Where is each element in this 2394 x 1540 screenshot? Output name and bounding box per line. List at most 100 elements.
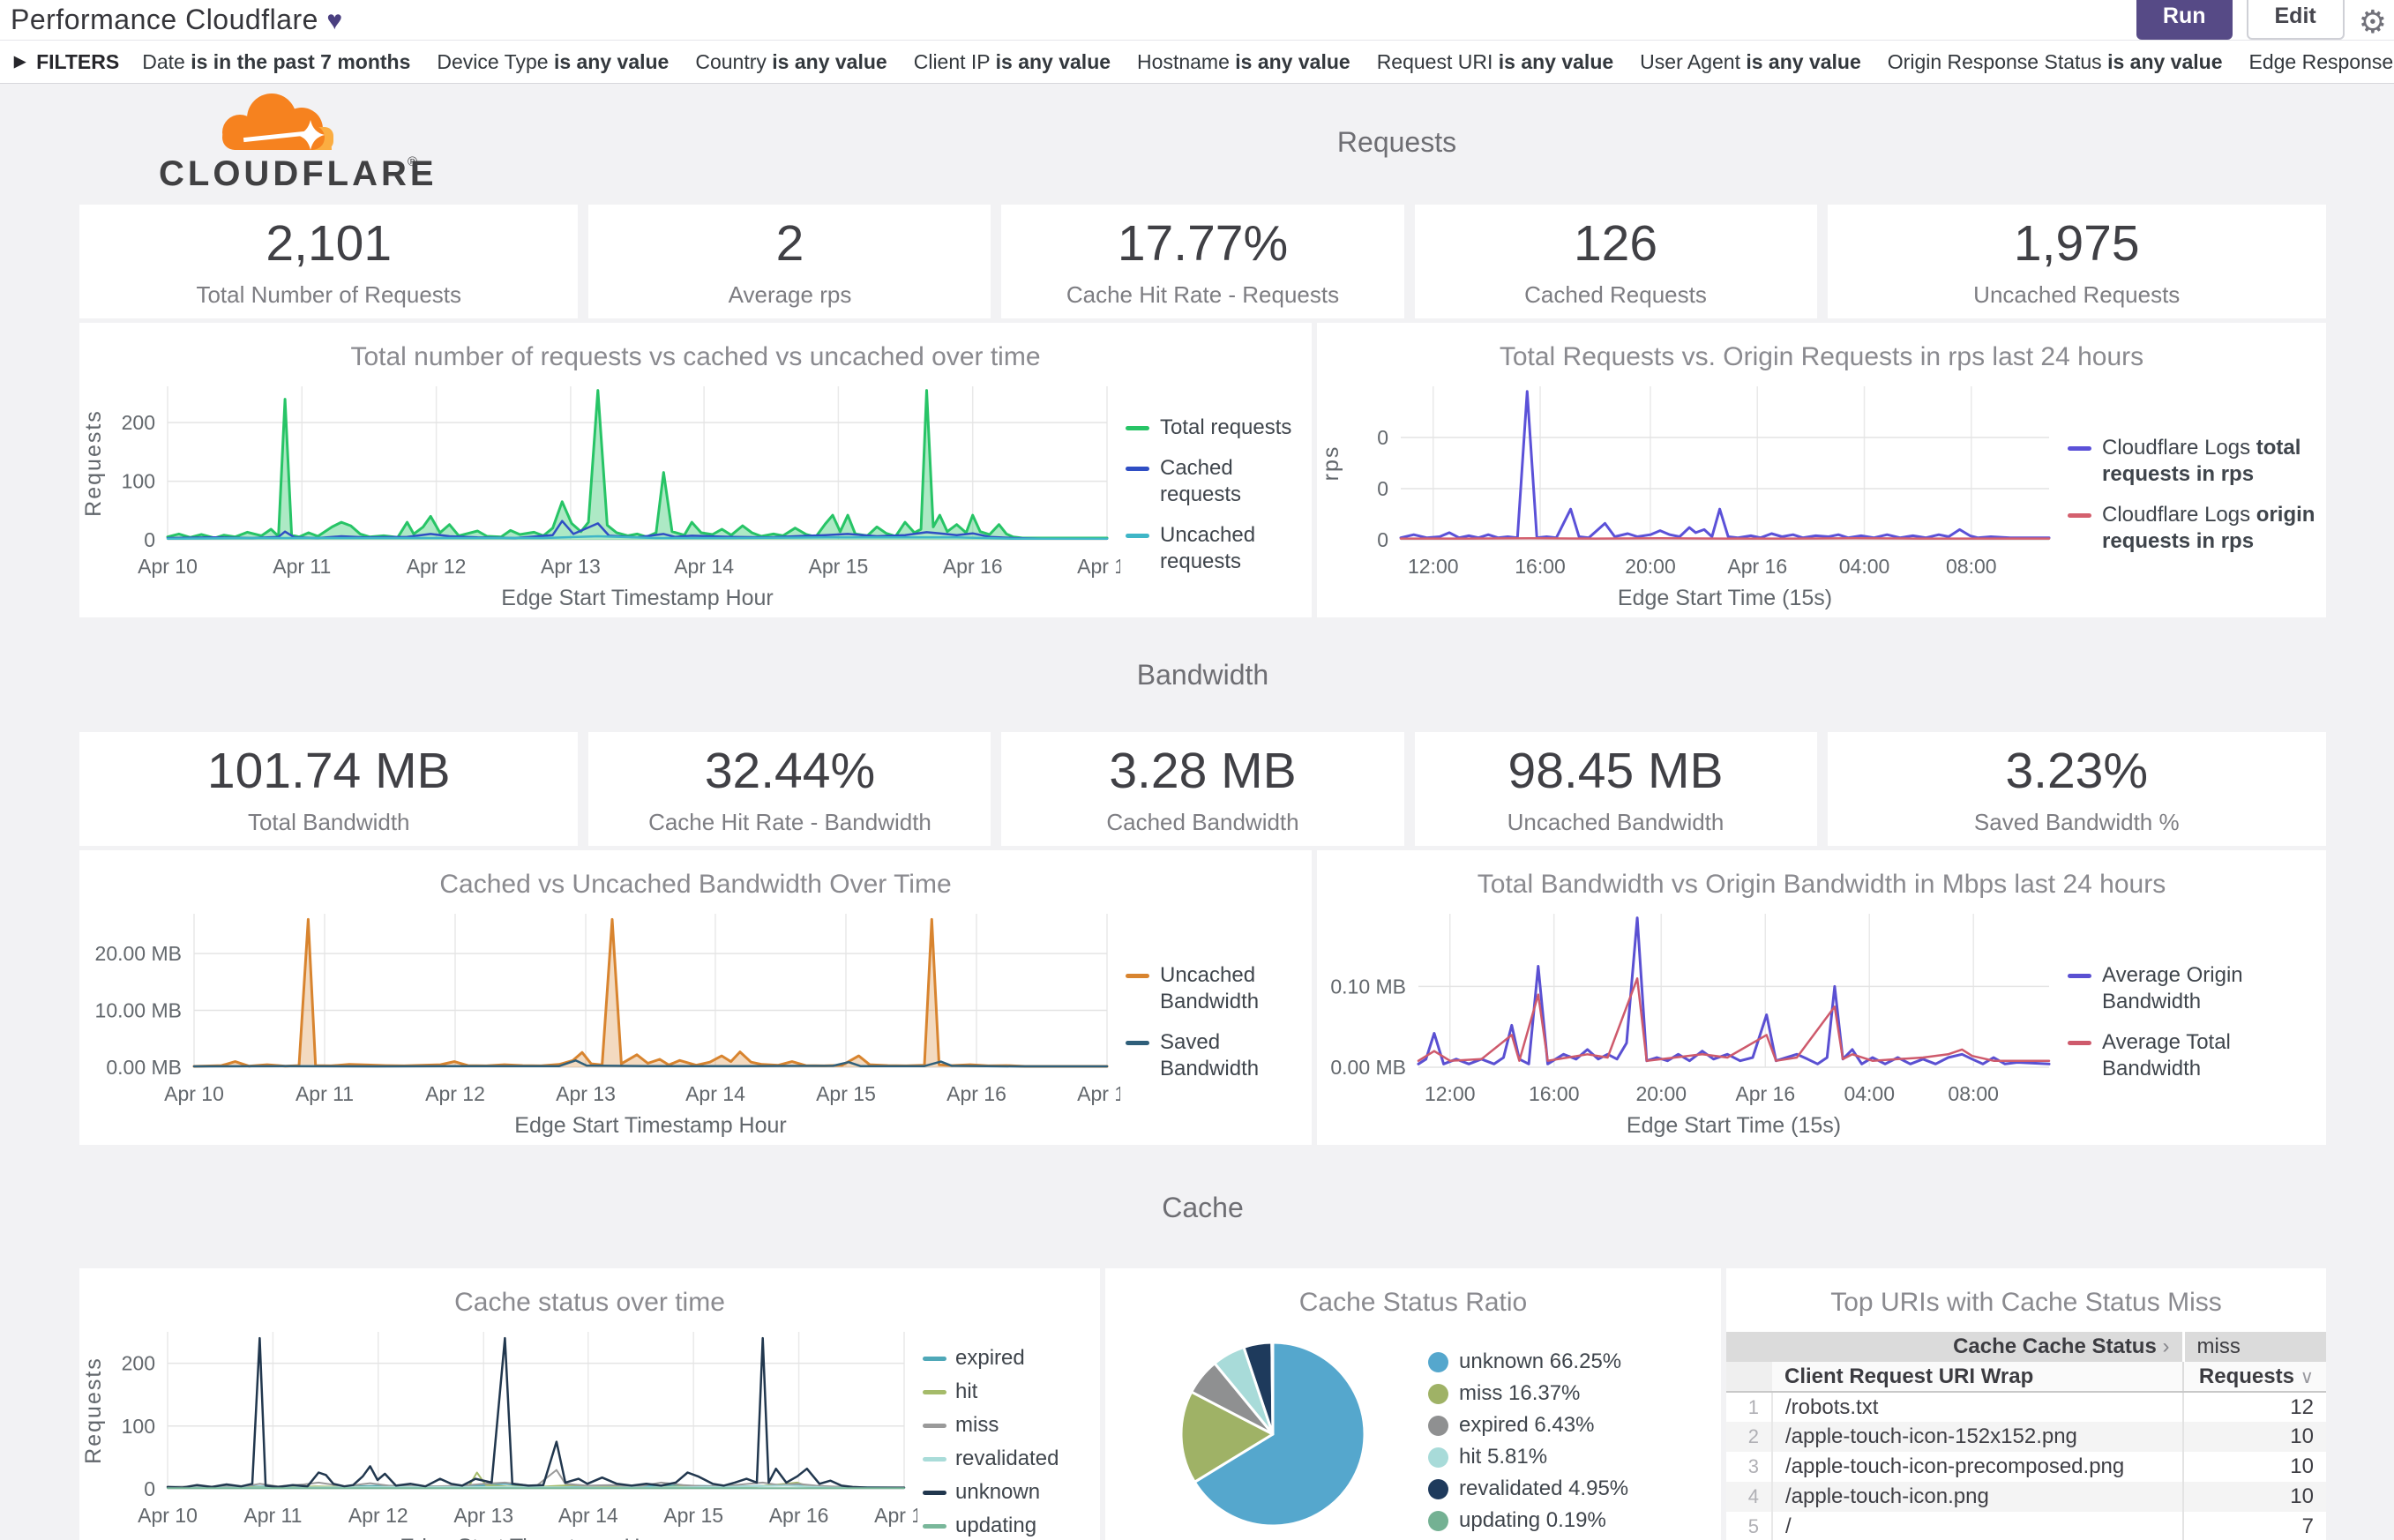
legend-item[interactable]: Cloudflare Logs origin requests in rps [2068, 502, 2326, 555]
filter-chip-user-agent[interactable]: User Agent is any value [1640, 49, 1861, 73]
legend-item[interactable]: updating [923, 1513, 1059, 1539]
kpi-uncached-bandwidth: 98.45 MB Uncached Bandwidth [1414, 732, 1817, 846]
page-title: Performance Cloudflare ♥ [11, 4, 343, 35]
svg-text:0: 0 [144, 528, 155, 551]
legend-item[interactable]: unknown 66.25% [1428, 1349, 1628, 1375]
legend-item[interactable]: Total requests [1126, 415, 1312, 441]
svg-text:16:00: 16:00 [1529, 1082, 1580, 1105]
pivot-header[interactable]: Cache Cache Status › [1726, 1332, 2183, 1362]
filters-toggle[interactable]: ▶ FILTERS [14, 49, 120, 73]
filter-chip-country[interactable]: Country is any value [695, 49, 887, 73]
chart-title: Total number of requests vs cached vs un… [350, 342, 1041, 371]
kpi-cache-hit-rate-requests: 17.77% Cache Hit Rate - Requests [1001, 205, 1404, 318]
pivot-value: miss [2181, 1332, 2326, 1362]
table-row[interactable]: 2/apple-touch-icon-152x152.png 10 [1726, 1422, 2326, 1452]
legend-item[interactable]: Average Total Bandwidth [2068, 1029, 2326, 1082]
top-uris-table: Cache Cache Status › miss Client Request… [1726, 1332, 2326, 1540]
svg-text:12:00: 12:00 [1425, 1082, 1476, 1105]
cloudflare-logo: CLOUDFLARE ® [79, 86, 468, 198]
kpi-average-rps: 2 Average rps [588, 205, 991, 318]
legend-item[interactable]: Uncached Bandwidth [1126, 962, 1312, 1015]
chart-legend: unknown 66.25% miss 16.37% expired 6.43% hi… [1423, 1349, 1628, 1534]
svg-text:20.00 MB: 20.00 MB [95, 942, 182, 965]
chart-legend: Average Origin Bandwidth Average Total Ba… [2062, 962, 2326, 1082]
svg-text:Edge Start Time (15s): Edge Start Time (15s) [1618, 586, 1832, 610]
legend-item[interactable]: expired [923, 1345, 1059, 1372]
kpi-cache-hit-rate-bandwidth: 32.44% Cache Hit Rate - Bandwidth [588, 732, 991, 846]
legend-item[interactable]: Saved Bandwidth [1126, 1029, 1312, 1082]
filter-chip-request-uri[interactable]: Request URI is any value [1376, 49, 1614, 73]
svg-text:Apr 17: Apr 17 [1077, 1082, 1120, 1105]
gear-icon[interactable]: ⚙ [2358, 4, 2387, 40]
chart-legend: Cloudflare Logs total requests in rps Clo… [2062, 435, 2326, 555]
svg-text:Apr 11: Apr 11 [243, 1504, 302, 1527]
edit-button[interactable]: Edit [2246, 0, 2345, 40]
svg-text:Apr 15: Apr 15 [809, 555, 869, 578]
svg-text:Edge Start Timestamp Hour: Edge Start Timestamp Hour [400, 1535, 671, 1540]
chart-legend: expired hit miss revalidated unknown updating [917, 1345, 1059, 1539]
svg-text:rps: rps [1319, 445, 1343, 482]
legend-item[interactable]: unknown [923, 1479, 1059, 1506]
legend-item[interactable]: expired 6.43% [1428, 1412, 1628, 1439]
filter-chip-edge-response-status[interactable]: Edge Response Status is any value [2248, 49, 2394, 73]
svg-text:0: 0 [1377, 477, 1388, 500]
legend-item[interactable]: revalidated 4.95% [1428, 1476, 1628, 1502]
legend-item[interactable]: miss 16.37% [1428, 1380, 1628, 1407]
legend-item[interactable]: Cloudflare Logs total requests in rps [2068, 435, 2326, 488]
svg-text:Edge Start Timestamp Hour: Edge Start Timestamp Hour [501, 586, 773, 610]
table-row[interactable]: 3/apple-touch-icon-precomposed.png 10 [1726, 1452, 2326, 1482]
chart-card-cache-status-ratio: Cache Status Ratio unknown 66.25% miss 16… [1105, 1268, 1721, 1540]
svg-text:08:00: 08:00 [1946, 555, 1997, 578]
legend-item[interactable]: hit 5.81% [1428, 1444, 1628, 1470]
legend-item[interactable]: Cached requests [1126, 455, 1312, 508]
chart-card-requests-over-time: Total number of requests vs cached vs un… [79, 323, 1312, 617]
rps-24h-chart[interactable]: 12:00 16:00 20:00 Apr 16 04:00 08:00 0 0 0 Edge S… [1317, 374, 2062, 615]
svg-text:Apr 13: Apr 13 [453, 1504, 513, 1527]
legend-item[interactable]: updating 0.19% [1428, 1507, 1628, 1534]
bandwidth-24h-chart[interactable]: 12:00 16:00 20:00 Apr 16 04:00 08:00 0.00 MB 0.… [1317, 901, 2062, 1142]
svg-text:Apr 17: Apr 17 [1077, 555, 1120, 578]
chart-legend: Total requests Cached requests Uncached re… [1120, 415, 1312, 575]
dashboard-header: Performance Cloudflare ♥ Run Edit ⚙ [0, 0, 2394, 41]
kpi-saved-bandwidth: 3.23% Saved Bandwidth % [1827, 732, 2326, 846]
svg-text:Apr 16: Apr 16 [1735, 1082, 1795, 1105]
cache-status-ratio-pie[interactable] [1105, 1328, 1423, 1540]
table-row[interactable]: 1/robots.txt 12 [1726, 1392, 2326, 1422]
chart-card-rps-24h: Total Requests vs. Origin Requests in rp… [1317, 323, 2326, 617]
table-card-top-uris: Top URIs with Cache Status Miss Cache Ca… [1726, 1268, 2326, 1540]
kpi-uncached-requests: 1,975 Uncached Requests [1827, 205, 2326, 318]
filter-chip-origin-response-status[interactable]: Origin Response Status is any value [1887, 49, 2223, 73]
svg-text:Edge Start Timestamp Hour: Edge Start Timestamp Hour [514, 1113, 786, 1138]
section-heading-bandwidth: Bandwidth [1136, 659, 1269, 691]
filter-chip-hostname[interactable]: Hostname is any value [1137, 49, 1350, 73]
column-header-requests[interactable]: Requests ∨ [2182, 1362, 2326, 1393]
svg-text:Apr 12: Apr 12 [348, 1504, 408, 1527]
chart-title: Total Bandwidth vs Origin Bandwidth in M… [1477, 870, 2166, 899]
table-row[interactable]: 4/apple-touch-icon.png 10 [1726, 1482, 2326, 1512]
filter-chip-device-type[interactable]: Device Type is any value [437, 49, 670, 73]
legend-item[interactable]: miss [923, 1412, 1059, 1439]
bandwidth-kpi-row: 101.74 MB Total Bandwidth 32.44% Cache Hit… [79, 732, 2326, 846]
chevron-right-icon: › [2162, 1334, 2170, 1358]
run-button[interactable]: Run [2136, 0, 2233, 40]
filter-chip-client-ip[interactable]: Client IP is any value [913, 49, 1111, 73]
bandwidth-over-time-chart[interactable]: Apr 10 Apr 11 Apr 12 Apr 13 Apr 14 Apr 15 Apr … [79, 901, 1137, 1142]
chart-title: Cache status over time [454, 1288, 725, 1317]
chart-card-bandwidth-24h: Total Bandwidth vs Origin Bandwidth in M… [1317, 850, 2326, 1145]
requests-over-time-chart[interactable]: Apr 10 Apr 11 Apr 12 Apr 13 Apr 14 Apr 15 Apr … [79, 374, 1137, 615]
column-header-uri[interactable]: Client Request URI Wrap [1772, 1362, 2183, 1393]
table-row[interactable]: 5/7 [1726, 1512, 2326, 1540]
svg-text:20:00: 20:00 [1625, 555, 1676, 578]
chart-title: Total Requests vs. Origin Requests in rp… [1499, 342, 2144, 371]
legend-item[interactable]: Average Origin Bandwidth [2068, 962, 2326, 1015]
filter-chip-date[interactable]: Date is in the past 7 months [142, 49, 411, 73]
legend-item[interactable]: revalidated [923, 1446, 1059, 1472]
svg-text:Requests: Requests [81, 1357, 106, 1464]
svg-text:Requests: Requests [81, 409, 106, 517]
svg-text:Apr 10: Apr 10 [138, 555, 198, 578]
legend-item[interactable]: Uncached requests [1126, 522, 1312, 575]
svg-text:0: 0 [1377, 528, 1388, 551]
svg-text:16:00: 16:00 [1515, 555, 1566, 578]
cache-status-over-time-chart[interactable]: Apr 10 Apr 11 Apr 12 Apr 13 Apr 14 Apr 15 Apr … [79, 1319, 934, 1540]
legend-item[interactable]: hit [923, 1379, 1059, 1405]
